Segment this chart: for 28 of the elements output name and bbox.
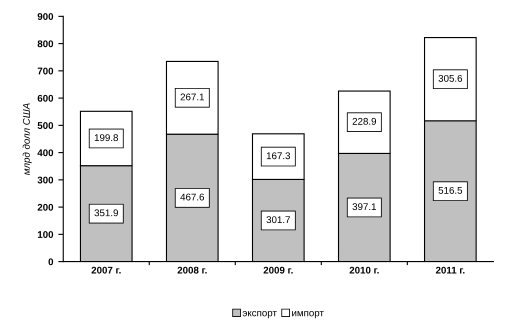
y-tick-label: 500 [38,122,54,129]
y-tick-label: 400 [37,149,54,156]
data-label: 467.6 [180,194,204,200]
data-label: 167.3 [266,152,290,160]
x-tick-label: 2010 г. [350,266,379,274]
data-label: 301.7 [266,216,290,224]
y-tick-label: 0 [48,258,54,266]
x-tick-label: 2007 г. [92,266,121,274]
y-tick-label: 700 [38,68,54,74]
data-label: 351.9 [94,209,118,216]
y-tick-label: 300 [38,176,54,184]
data-label: 228.9 [352,118,376,125]
y-tick-label: 900 [38,13,54,20]
y-tick-label: 200 [38,204,54,211]
x-tick-label: 2009 г. [264,266,293,274]
legend-label: экспорт [242,311,277,318]
y-axis-title: млрд долл США [22,103,32,175]
x-tick-label: 2008 г. [178,266,207,274]
data-label: 305.6 [438,74,462,82]
data-label: 397.1 [352,203,376,210]
data-label: 516.5 [438,186,462,194]
y-tick-label: 800 [38,40,54,48]
x-tick-label: 2011 г. [436,266,464,274]
y-tick-label: 600 [38,94,54,102]
data-label: 267.1 [180,94,204,100]
data-label: 199.8 [94,134,118,142]
legend-label: импорт [292,311,324,318]
y-tick-label: 100 [38,231,54,238]
